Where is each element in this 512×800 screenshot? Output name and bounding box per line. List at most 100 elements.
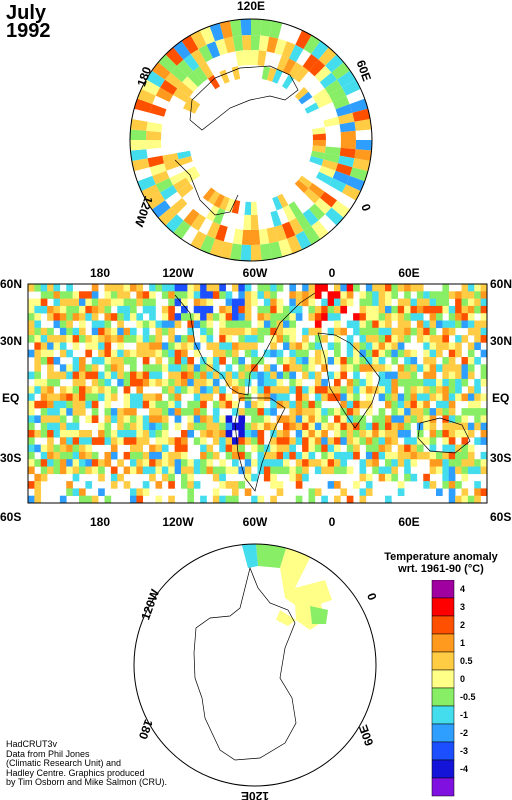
world-map-cell [91,386,99,394]
north-polar-cell [304,102,319,114]
world-map-cell [155,400,163,409]
wm-lat-left-2: EQ [2,391,19,405]
world-map-cell [28,481,35,489]
world-map-cell [340,488,348,496]
world-map-cell [283,422,290,431]
world-map-cell [302,473,309,482]
north-polar-cell [251,214,259,230]
world-map-cell [85,437,93,445]
world-map-cell [59,335,67,343]
world-map-cell [346,430,354,438]
legend-swatch [431,741,455,761]
world-map-cell [474,415,481,423]
north-polar-cell [170,197,188,215]
world-map-cell [174,284,182,292]
world-map-cell [467,291,475,299]
world-map-cell [28,335,35,343]
world-map-cell [372,422,379,431]
north-polar-cell [173,40,191,60]
world-map-cell [79,357,86,365]
world-map-cell [302,386,309,394]
world-map-cell [206,357,214,365]
world-map-cell [372,357,379,365]
north-polar-cell [130,119,148,131]
world-map-cell [117,335,124,343]
world-map-cell [28,466,35,475]
world-map-cell [416,400,424,409]
world-map-cell [346,298,354,307]
world-map-cell [365,400,373,409]
world-map-cell [174,320,182,329]
world-map-cell [436,488,443,496]
world-map-cell [142,364,150,372]
world-map-cell [47,386,54,394]
legend-label: 2 [460,620,465,630]
world-map-cell [149,335,156,343]
world-map-cell [340,408,348,416]
world-map-cell [321,284,328,292]
world-map-cell [200,459,207,467]
world-map-cell [448,408,456,416]
world-map-cell [232,408,239,416]
world-map-cell [251,357,258,365]
world-map-cell [79,327,86,336]
north-polar-cell [324,146,341,156]
world-map-cell [123,313,131,321]
wm-bottom-lon-4: 60E [398,515,419,528]
world-map-cell [270,298,277,307]
world-map-cell [72,335,80,343]
north-polar-cell [232,35,244,52]
world-map-cell [66,481,73,489]
np-label-top: 120E [237,0,265,13]
world-map-cell [474,400,481,409]
world-map-cell [72,459,80,467]
world-map-cell [455,313,462,321]
world-map-cell [295,349,303,358]
world-map-cell [391,437,399,445]
world-map-cell [263,378,271,387]
world-map-cell [397,327,405,336]
world-map-cell [212,313,220,321]
world-map-cell [410,371,418,380]
world-map-cell [200,357,207,365]
world-map-cell [480,305,488,314]
world-map-cell [200,437,207,445]
north-polar-cell [312,88,329,103]
world-map-cell [480,459,488,467]
world-map-cell [174,378,182,387]
world-map-cell [365,357,373,365]
sp-label-upper-right: 0 [364,591,380,602]
world-map-cell [340,291,348,299]
north-polar-cell [289,217,304,236]
world-map-cell [448,386,456,394]
world-map-cell [276,415,284,423]
credit-line2: Data from Phil Jones [6,748,90,759]
world-map-cell [270,473,277,482]
world-map-cell [34,378,42,387]
world-map-cell [474,291,481,299]
world-map-cell [123,291,131,299]
world-map-cell [79,408,86,416]
world-map-cell [206,320,214,329]
world-map-cell [149,466,156,475]
world-map-cell [238,364,246,372]
world-map-cell [59,459,67,467]
north-polar-cell [219,20,233,39]
world-map-cell [436,291,443,299]
world-map-cell [391,430,399,438]
world-map-cell [212,422,220,431]
world-map-cell [385,393,392,402]
north-polar-cell [303,226,321,245]
world-map-cell [149,422,156,431]
world-map-cell [257,291,265,299]
world-map-cell [257,437,265,445]
north-polar-cell [199,62,214,79]
world-map-cell [378,378,386,387]
world-map-cell [429,378,437,387]
world-map-cell [225,495,233,504]
north-polar-cell [272,196,283,211]
world-map-cell [130,444,137,453]
world-map-cell [251,291,258,299]
world-map-cell [225,415,233,423]
world-map-cell [117,371,124,380]
